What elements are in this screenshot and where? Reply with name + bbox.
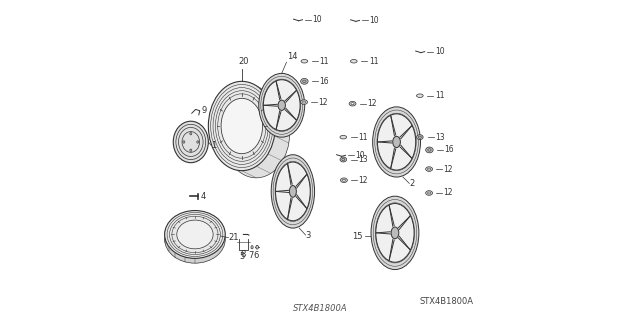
Text: 4: 4 [201,192,206,201]
Text: 10: 10 [312,15,322,24]
Ellipse shape [209,81,275,171]
Ellipse shape [276,162,310,221]
Ellipse shape [173,121,209,163]
Ellipse shape [371,196,419,270]
Text: 1: 1 [211,141,216,150]
Ellipse shape [301,59,308,63]
Ellipse shape [349,101,356,106]
Ellipse shape [189,149,192,152]
Text: 7: 7 [248,251,253,260]
Ellipse shape [189,132,192,135]
Ellipse shape [196,141,199,143]
Ellipse shape [428,192,431,194]
Text: 14: 14 [287,52,298,61]
Text: 8: 8 [240,250,245,259]
Text: 6: 6 [253,251,259,260]
Text: STX4B1800A: STX4B1800A [419,297,473,306]
Ellipse shape [391,227,399,239]
Ellipse shape [340,157,347,162]
Text: 10: 10 [356,151,365,160]
Ellipse shape [351,59,357,63]
Ellipse shape [303,101,305,103]
Text: 12: 12 [367,99,376,108]
Ellipse shape [251,246,253,249]
Ellipse shape [342,179,346,181]
Text: 16: 16 [444,145,454,154]
Ellipse shape [426,191,433,195]
Text: 12: 12 [444,165,453,174]
Text: 10: 10 [370,16,380,25]
Text: 10: 10 [435,47,444,56]
Ellipse shape [289,186,296,197]
Text: 13: 13 [358,155,368,164]
Ellipse shape [372,107,420,177]
Ellipse shape [378,114,416,170]
Text: 13: 13 [435,133,444,142]
Text: 12: 12 [318,98,328,107]
Ellipse shape [376,204,414,262]
Ellipse shape [278,100,285,110]
Ellipse shape [164,215,225,263]
Ellipse shape [223,89,290,178]
Text: 11: 11 [358,133,368,142]
Text: 2: 2 [410,179,415,188]
Text: 16: 16 [319,77,329,86]
Ellipse shape [340,135,347,139]
Ellipse shape [351,103,354,105]
Text: 3: 3 [306,231,311,240]
Ellipse shape [263,80,300,131]
Text: 11: 11 [369,57,378,66]
Text: 11: 11 [435,91,444,100]
Text: 11: 11 [319,57,329,66]
Ellipse shape [183,141,185,143]
Ellipse shape [428,168,431,170]
Ellipse shape [393,136,401,148]
Ellipse shape [417,94,423,98]
Text: 5: 5 [240,252,245,261]
Text: 12: 12 [358,176,368,185]
Text: 9: 9 [202,106,207,115]
Ellipse shape [256,245,259,249]
Ellipse shape [301,100,307,104]
Ellipse shape [417,135,423,140]
Ellipse shape [426,167,433,171]
Ellipse shape [271,155,315,228]
Text: STX4B1800A: STX4B1800A [292,304,348,313]
Ellipse shape [426,147,433,153]
Ellipse shape [340,178,348,182]
Ellipse shape [164,211,225,258]
Text: 21: 21 [228,233,239,242]
Ellipse shape [259,73,305,137]
Ellipse shape [177,220,213,249]
Text: 12: 12 [444,189,453,197]
Ellipse shape [221,98,262,154]
Text: 20: 20 [238,57,249,66]
Text: 15: 15 [353,232,363,241]
Ellipse shape [301,78,308,84]
